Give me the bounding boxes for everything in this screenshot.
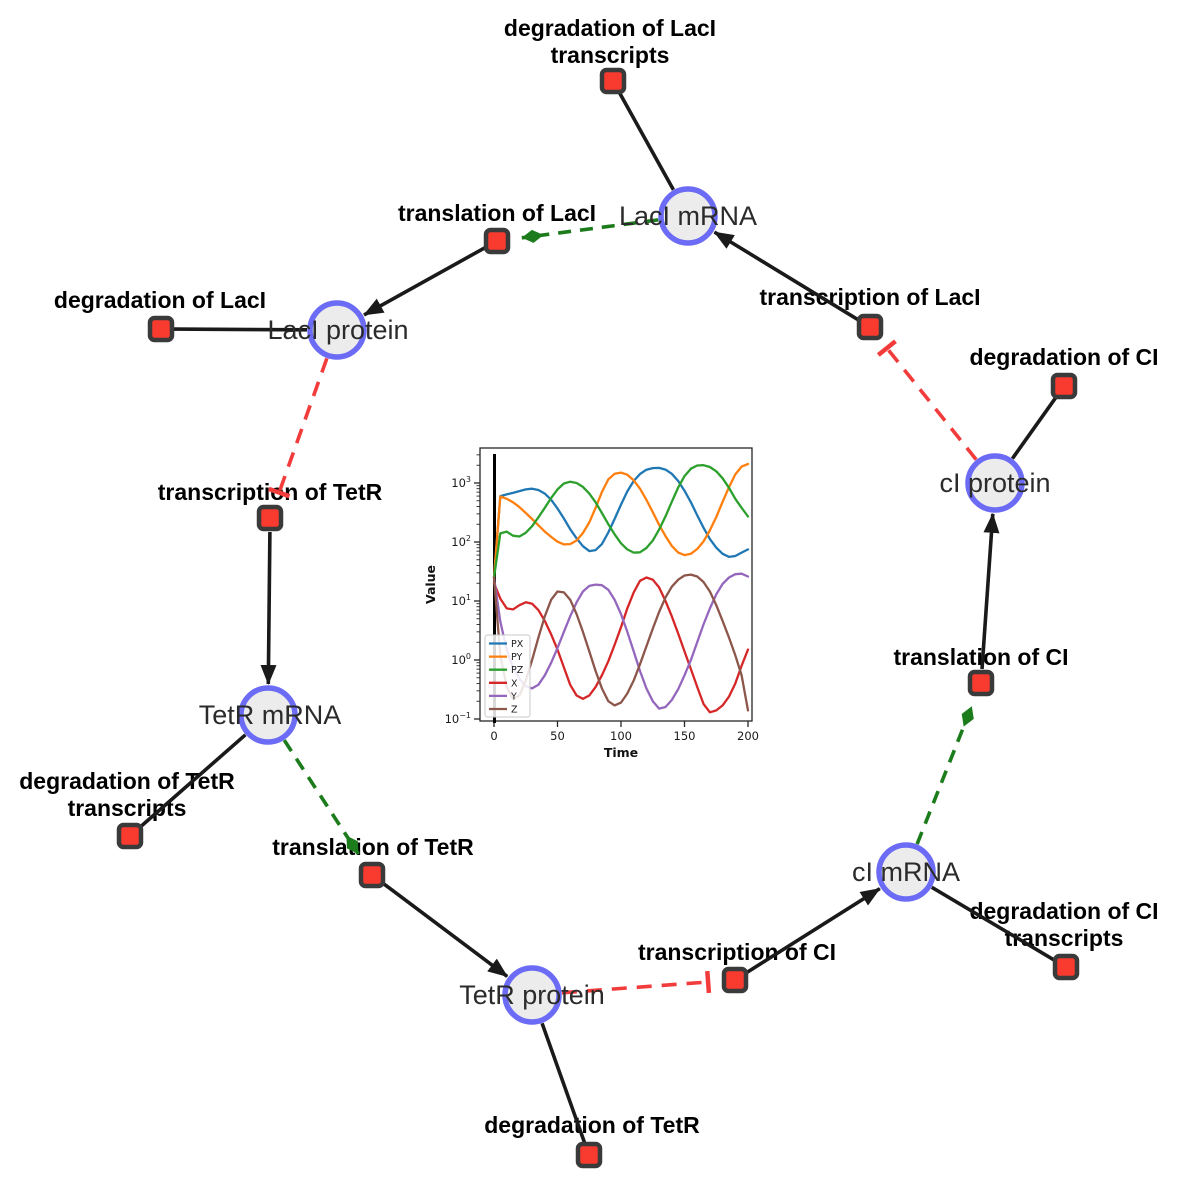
x-axis-title: Time [604,745,638,760]
species-node-laci-mrna [658,186,718,246]
reaction-node-deg-tetr-transcripts [116,822,144,850]
deg-ci-label: degradation of CI [969,344,1158,370]
reaction-node-deg-laci [147,315,175,343]
legend-label-Z: Z [511,705,518,716]
edge-arrow-transcription-ci-to-ci-mrna [745,887,881,975]
edge-line-tetr-protein-to-deg-tetr [540,1022,587,1144]
edge-line-ci-mrna-to-deg-ci-transcripts [930,885,1056,962]
edge-arrow-translation-ci-to-ci-protein [980,512,1000,670]
nodes-layer [116,67,1080,1169]
transcription-tetr-label: transcription of TetR [158,479,383,505]
edge-line-laci-protein-to-deg-laci [173,327,308,332]
legend-label-X: X [511,678,518,689]
reaction-node-transcription-laci [856,313,884,341]
deg-laci-label: degradation of LacI [54,287,266,313]
legend-box [484,634,531,718]
edge-line-tetr-mrna-to-deg-tetr-transcripts [138,733,247,829]
series-line-PX [492,466,750,579]
edge-line-ci-protein-to-deg-ci [1010,395,1058,460]
x-tick-label: 0 [490,729,497,743]
reaction-node-deg-ci-transcripts [1052,953,1080,981]
ci-protein-label: cI protein [939,468,1050,498]
edge-inhibition-ci-protein-to-transcription-laci [876,339,978,461]
reaction-node-transcription-ci [721,966,749,994]
edge-catalysis-laci-mrna-to-translation-laci [521,218,659,243]
x-tick-label: 100 [610,729,632,743]
species-node-laci-protein [307,300,367,360]
reaction-node-deg-tetr [575,1141,603,1169]
series-line-X [492,576,750,714]
y-tick-label: 100 [451,652,471,667]
chart-series-group [492,462,750,714]
edge-arrow-translation-laci-to-laci-protein [363,246,486,317]
legend-label-PX: PX [511,639,524,650]
species-node-tetr-mrna [238,685,298,745]
reaction-node-deg-laci-transcripts [599,67,627,95]
reaction-node-transcription-tetr [256,504,284,532]
y-tick-label: 10−1 [445,711,471,726]
edge-catalysis-ci-mrna-to-translation-ci [915,705,974,845]
deg-laci-transcripts-label: degradation of LacI transcripts [504,15,716,68]
x-tick-label: 150 [674,729,696,743]
series-line-PY [492,462,750,579]
tetr-protein-label: TetR protein [459,980,605,1010]
y-axis-title: Value [423,565,438,604]
laci-mrna-label: LacI mRNA [619,201,757,231]
edge-arrow-transcription-tetr-to-tetr-mrna [260,531,277,685]
edges-layer [138,91,1058,1144]
edge-catalysis-tetr-mrna-to-translation-tetr [282,739,360,855]
y-tick-label: 101 [451,593,471,608]
series-line-PZ [492,464,750,579]
x-tick-label: 50 [550,729,565,743]
legend-label-Y: Y [510,691,517,702]
species-node-tetr-protein [502,965,562,1025]
chart-legend: PX PY PZ XYZ [484,634,531,718]
laci-protein-label: LacI protein [267,315,408,345]
edge-arrow-transcription-laci-to-laci-mrna [713,230,859,322]
deg-tetr-label: degradation of TetR [484,1112,700,1138]
reaction-node-deg-ci [1050,372,1078,400]
species-node-ci-protein [965,453,1025,513]
translation-tetr-label: translation of TetR [272,834,474,860]
reaction-node-translation-laci [483,227,511,255]
series-line-Y [492,572,750,710]
x-tick-label: 200 [737,729,759,743]
series-line-Z [492,573,750,712]
reaction-node-translation-ci [967,669,995,697]
y-tick-label: 102 [451,534,471,549]
y-tick-label: 103 [451,475,471,490]
transcription-laci-label: transcription of LacI [759,284,980,310]
transcription-ci-label: transcription of CI [638,939,836,965]
edge-line-laci-mrna-to-deg-laci-transcripts [617,91,675,191]
deg-tetr-transcripts-label: degradation of TetR transcripts [19,768,235,821]
ci-mrna-label: cI mRNA [852,857,960,887]
species-node-ci-mrna [876,842,936,902]
timecourse-chart: 103 102 101 100 10−1 0 50 100 150 200 Time Value PX P… [423,430,787,770]
species-labels-layer: LacI mRNA LacI protein TetR mRNA TetR prote… [199,201,1051,1010]
legend-label-PY: PY [511,652,523,663]
edge-arrow-translation-tetr-to-tetr-protein [382,881,509,978]
translation-laci-label: translation of LacI [398,200,596,226]
deg-ci-transcripts-label: degradation of CI transcripts [969,898,1158,951]
tetr-mrna-label: TetR mRNA [199,700,342,730]
legend-label-PZ: PZ [511,665,524,676]
edge-inhibition-laci-protein-to-transcription-tetr [267,357,329,499]
reaction-node-translation-tetr [358,861,386,889]
